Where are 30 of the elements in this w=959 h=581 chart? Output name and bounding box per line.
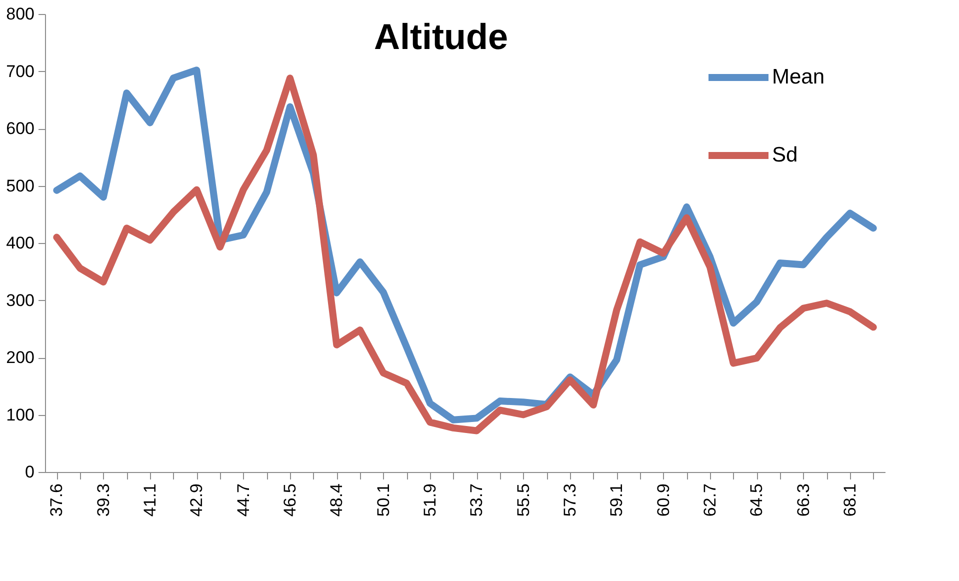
x-tick-label: 37.6	[47, 484, 66, 517]
x-tick-label: 68.1	[840, 484, 860, 517]
x-tick-label: 57.3	[560, 484, 580, 517]
x-tick-label: 46.5	[280, 484, 300, 517]
x-tick-label: 42.9	[187, 484, 206, 517]
y-tick-label: 700	[6, 62, 34, 81]
legend-label: Sd	[772, 144, 798, 166]
x-tick-label: 64.5	[747, 484, 766, 517]
y-tick-label: 800	[6, 4, 34, 24]
y-tick-label: 100	[6, 405, 34, 424]
y-tick-label: 300	[6, 290, 34, 310]
chart-title: Altitude	[374, 16, 508, 57]
x-tick-label: 39.3	[94, 484, 113, 517]
x-tick-label: 51.9	[420, 484, 440, 517]
x-tick-label: 55.5	[514, 484, 533, 517]
y-tick-label: 500	[6, 176, 34, 196]
x-tick-label: 50.1	[374, 484, 393, 517]
x-tick-label: 48.4	[327, 484, 346, 517]
x-tick-label: 53.7	[467, 484, 486, 517]
y-tick-label: 600	[6, 119, 34, 138]
y-tick-label: 0	[25, 462, 34, 482]
x-tick-label: 60.9	[654, 484, 673, 517]
x-tick-label: 66.3	[794, 484, 813, 517]
x-tick-label: 59.1	[607, 484, 626, 517]
x-tick-label: 44.7	[234, 484, 253, 517]
x-tick-label: 62.7	[700, 484, 720, 517]
y-tick-label: 200	[6, 348, 34, 367]
y-tick-label: 400	[6, 234, 34, 252]
legend-label: Mean	[772, 66, 825, 88]
x-tick-label: 41.1	[140, 484, 160, 517]
